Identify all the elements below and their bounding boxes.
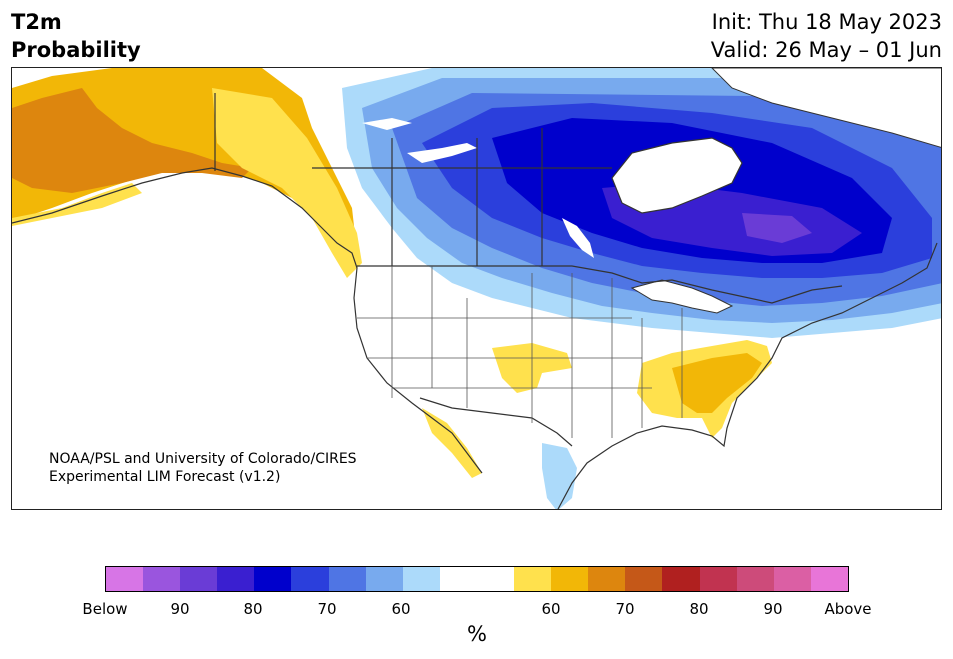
colorbar-swatch (217, 567, 255, 591)
colorbar-swatch (402, 567, 440, 591)
forecast-dates: Init: Thu 18 May 2023 Valid: 26 May – 01… (711, 8, 942, 64)
credit-line-2: Experimental LIM Forecast (v1.2) (49, 469, 281, 485)
colorbar-tick-label: 90 (763, 600, 783, 618)
init-date: Init: Thu 18 May 2023 (711, 10, 942, 34)
colorbar-tick-label: 70 (317, 600, 337, 618)
probability-colorbar (105, 566, 849, 592)
colorbar-tick-label: 80 (243, 600, 263, 618)
colorbar-swatch (514, 567, 552, 591)
colorbar-tick-label: 70 (615, 600, 635, 618)
colorbar-tick-label: Above (824, 600, 872, 618)
colorbar-swatch (810, 567, 848, 591)
colorbar-tick-label: 80 (689, 600, 709, 618)
colorbar-swatch (588, 567, 626, 591)
colorbar-swatch (699, 567, 737, 591)
mexico-cool (542, 443, 577, 509)
canada-cold-96 (742, 213, 812, 243)
colorbar-swatch (551, 567, 589, 591)
colorbar-swatch (254, 567, 292, 591)
baja-warm (422, 408, 482, 478)
great-slave-lake (407, 143, 477, 163)
alaska-warm-core (12, 88, 252, 193)
colorbar-swatch (328, 567, 366, 591)
probability-map (11, 67, 942, 510)
great-bear-lake (362, 118, 412, 130)
arctic-water (711, 68, 941, 148)
colorbar-swatch (365, 567, 403, 591)
colorbar-swatch (291, 567, 329, 591)
map-title: T2m Probability (11, 8, 141, 64)
map-borders (12, 93, 938, 509)
hudson-bay (611, 137, 743, 214)
west-coastline (12, 167, 483, 474)
colorbar-tick-label: Below (82, 600, 128, 618)
colorbar-unit-label: % (467, 622, 487, 646)
state-borders (357, 266, 683, 438)
colorbar-swatch (625, 567, 663, 591)
map-canvas (12, 68, 941, 509)
colorbar-swatch (106, 567, 144, 591)
colorbar-swatch (736, 567, 774, 591)
credit-text: NOAA/PSL and University of Colorado/CIRE… (49, 450, 357, 486)
colorbar-tick-label: 60 (391, 600, 411, 618)
valid-date: Valid: 26 May – 01 Jun (710, 38, 942, 62)
great-lakes (630, 279, 734, 314)
mexico-border (419, 397, 573, 447)
colorbar-tick-label: 90 (170, 600, 190, 618)
colorbar-tick-label: 60 (541, 600, 561, 618)
colorbar-swatch (439, 567, 477, 591)
colorbar-swatch (143, 567, 181, 591)
colorbar-swatch (662, 567, 700, 591)
southeast-warm-70 (672, 353, 762, 413)
colorbar-swatch (773, 567, 811, 591)
credit-line-1: NOAA/PSL and University of Colorado/CIRE… (49, 451, 357, 467)
lake-winnipeg (562, 218, 594, 258)
title-line-1: T2m (11, 10, 62, 34)
gulf-coastline (557, 242, 938, 509)
colorbar-swatch (180, 567, 218, 591)
title-line-2: Probability (11, 38, 141, 62)
colorbar-swatch (476, 567, 515, 591)
